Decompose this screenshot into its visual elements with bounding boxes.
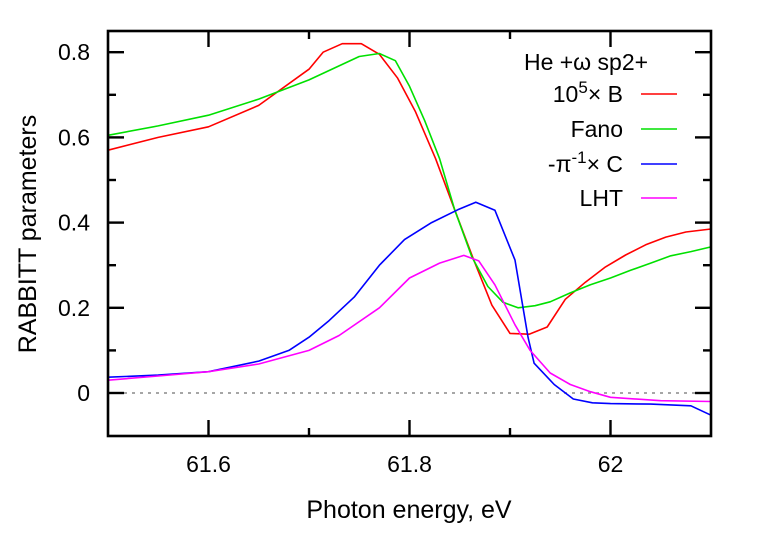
series-line-3 bbox=[107, 254, 712, 403]
y-tick-label: 0.2 bbox=[58, 295, 90, 321]
y-tick-label: 0.6 bbox=[58, 124, 90, 150]
axis-ticks bbox=[108, 31, 711, 436]
legend-label: 105× B bbox=[553, 78, 623, 107]
legend-label: Fano bbox=[571, 116, 623, 142]
legend-entries: 105× B Fano -π-1× C LHT bbox=[548, 78, 677, 211]
x-tick-labels: 61.6 61.8 62 bbox=[186, 451, 623, 477]
y-axis-label: RABBITT parameters bbox=[14, 115, 42, 354]
legend-label: LHT bbox=[580, 185, 623, 211]
series-layer bbox=[107, 42, 712, 416]
legend-entry: Fano bbox=[571, 116, 677, 142]
legend: He +ω sp2+ 105× B Fano -π-1× C LHT bbox=[524, 49, 677, 211]
x-tick-label: 62 bbox=[598, 451, 624, 477]
x-tick-label: 61.8 bbox=[387, 451, 432, 477]
legend-label: -π-1× C bbox=[548, 148, 623, 177]
series-line-1 bbox=[107, 52, 712, 309]
legend-entry: LHT bbox=[580, 185, 677, 211]
x-tick-label: 61.6 bbox=[186, 451, 231, 477]
y-tick-label: 0.8 bbox=[58, 39, 90, 65]
legend-title: He +ω sp2+ bbox=[524, 49, 648, 75]
y-tick-labels: 0 0.2 0.4 0.6 0.8 bbox=[58, 39, 90, 406]
y-tick-label: 0.4 bbox=[58, 210, 90, 236]
series-line-2 bbox=[107, 201, 712, 416]
legend-entry: -π-1× C bbox=[548, 148, 677, 177]
x-axis-label: Photon energy, eV bbox=[306, 496, 512, 524]
legend-entry: 105× B bbox=[553, 78, 677, 107]
y-tick-label: 0 bbox=[77, 380, 90, 406]
